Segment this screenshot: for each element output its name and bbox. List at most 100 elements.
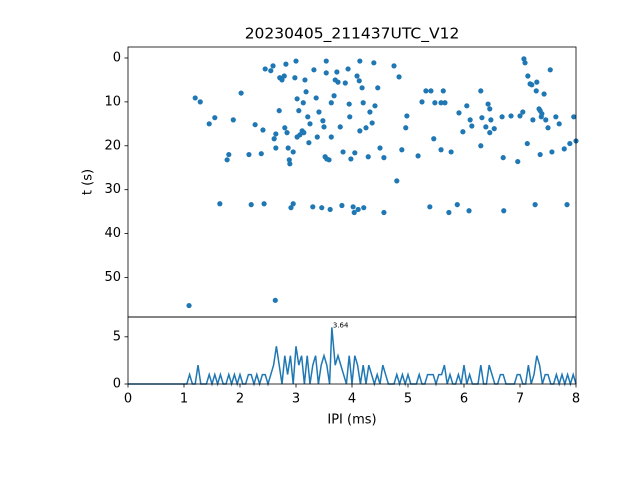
scatter-point: [230, 117, 236, 123]
scatter-point: [428, 88, 434, 94]
scatter-point: [357, 128, 363, 134]
scatter-point: [334, 69, 340, 75]
scatter-point: [446, 209, 452, 216]
x-tick-label: 2: [236, 392, 244, 407]
scatter-point: [487, 106, 493, 112]
scatter-point: [355, 206, 361, 213]
histogram-line: [128, 327, 577, 387]
scatter-point: [248, 202, 254, 208]
scatter-point: [533, 88, 539, 94]
scatter-point: [403, 125, 409, 131]
scatter-point: [292, 75, 298, 81]
scatter-point: [306, 140, 312, 146]
scatter-point: [491, 126, 497, 132]
scatter-point: [303, 89, 309, 95]
scatter-point: [367, 109, 373, 115]
scatter-point: [326, 157, 332, 163]
scatter-point: [396, 74, 402, 80]
scatter-point: [270, 63, 276, 69]
scatter-point: [419, 99, 425, 105]
scatter-point: [487, 130, 493, 136]
scatter-point: [369, 120, 375, 126]
scatter-point: [316, 109, 322, 115]
scatter-point: [279, 77, 285, 83]
scatter-point: [347, 114, 353, 120]
scatter-point: [260, 127, 266, 133]
scatter-point: [478, 143, 484, 149]
scatter-point: [328, 134, 334, 140]
scatter-point: [307, 121, 313, 127]
scatter-point: [293, 58, 299, 64]
scatter-point: [371, 60, 377, 66]
scatter-point: [335, 79, 341, 85]
scatter-point: [310, 204, 316, 210]
scatter-point: [357, 58, 363, 64]
scatter-point: [311, 67, 317, 73]
scatter-point: [399, 147, 405, 153]
scatter-point: [301, 130, 307, 136]
scatter-point: [469, 123, 475, 129]
scatter-point: [561, 146, 567, 152]
scatter-point: [226, 151, 232, 158]
scatter-point: [440, 88, 446, 94]
scatter-point: [394, 178, 400, 184]
scatter-point: [541, 91, 547, 97]
scatter-point: [197, 99, 203, 105]
scatter-point: [252, 122, 258, 128]
scatter-point: [456, 110, 462, 116]
y-tick-label: 40: [104, 226, 121, 241]
scatter-point: [345, 66, 351, 72]
y-axis-label: t (s): [81, 169, 96, 195]
scatter-point: [356, 78, 362, 84]
scatter-point: [464, 103, 470, 109]
scatter-point: [186, 302, 192, 309]
scatter-point: [352, 150, 358, 156]
scatter-point: [300, 100, 306, 106]
scatter-point: [521, 56, 527, 62]
scatter-point: [238, 90, 244, 96]
scatter-point: [553, 114, 559, 120]
scatter-point: [391, 63, 397, 69]
scatter-point: [517, 113, 523, 119]
x-tick-label: 5: [404, 392, 412, 407]
x-tick-label: 1: [180, 392, 188, 407]
scatter-point: [321, 124, 327, 130]
scatter-point: [290, 149, 296, 155]
scatter-point: [524, 140, 530, 147]
scatter-point: [515, 158, 521, 165]
scatter-point: [532, 202, 538, 208]
scatter-point: [339, 202, 345, 209]
scatter-point: [438, 147, 444, 153]
scatter-point: [375, 85, 381, 91]
y-tick-label: 30: [104, 182, 121, 197]
y-tick-label: 0: [113, 50, 121, 65]
scatter-point: [212, 115, 218, 121]
scatter-point: [346, 101, 352, 107]
scatter-point: [348, 156, 354, 162]
scatter-point: [246, 151, 252, 158]
scatter-point: [543, 117, 549, 123]
scatter-point: [488, 117, 494, 123]
scatter-point: [545, 125, 551, 131]
scatter-point: [454, 202, 460, 208]
scatter-point: [404, 113, 410, 119]
x-tick-label: 0: [124, 392, 132, 407]
scatter-point: [432, 100, 438, 106]
scatter-point: [460, 129, 466, 135]
scatter-point: [350, 204, 356, 210]
scatter-point: [294, 96, 300, 102]
scatter-point: [361, 205, 367, 211]
scatter-point: [567, 140, 573, 147]
scatter-point: [286, 157, 292, 163]
scatter-point: [276, 108, 282, 114]
scatter-point: [261, 201, 267, 207]
scatter-point: [217, 201, 223, 207]
scatter-point: [501, 208, 507, 214]
scatter-point: [537, 151, 543, 158]
scatter-point: [340, 149, 346, 155]
scatter-point: [337, 124, 343, 130]
scatter-point: [192, 95, 198, 101]
scatter-point: [268, 68, 274, 74]
scatter-point: [342, 80, 348, 86]
